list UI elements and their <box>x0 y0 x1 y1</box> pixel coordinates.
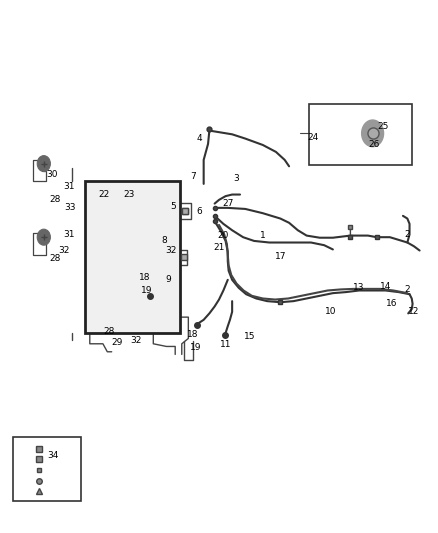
Text: 28: 28 <box>49 196 60 204</box>
Text: 10: 10 <box>325 308 336 316</box>
Text: 28: 28 <box>104 327 115 336</box>
Text: 19: 19 <box>190 343 201 352</box>
Text: 11: 11 <box>220 341 231 349</box>
Text: 9: 9 <box>166 276 172 284</box>
Text: 27: 27 <box>222 199 233 208</box>
Text: 2: 2 <box>405 286 410 294</box>
Text: 25: 25 <box>378 123 389 131</box>
Text: 32: 32 <box>130 336 141 344</box>
Text: 3: 3 <box>233 174 240 183</box>
Text: 15: 15 <box>244 333 255 341</box>
Text: 18: 18 <box>187 330 198 338</box>
Text: 16: 16 <box>386 300 398 308</box>
Text: 22: 22 <box>98 190 110 199</box>
Text: 1: 1 <box>260 231 266 240</box>
Text: 7: 7 <box>190 173 196 181</box>
Text: 23: 23 <box>124 190 135 199</box>
Bar <box>13 437 81 501</box>
Text: 20: 20 <box>218 231 229 240</box>
Text: 29: 29 <box>112 338 123 346</box>
Circle shape <box>362 120 384 147</box>
Text: 26: 26 <box>369 141 380 149</box>
Text: 18: 18 <box>139 273 150 281</box>
Text: 5: 5 <box>170 202 176 211</box>
Text: 2: 2 <box>405 230 410 239</box>
Text: 8: 8 <box>161 237 167 245</box>
Text: 24: 24 <box>307 133 319 142</box>
Text: 12: 12 <box>408 308 420 316</box>
Text: 33: 33 <box>64 204 76 212</box>
Text: 31: 31 <box>64 230 75 239</box>
Text: 21: 21 <box>213 244 225 252</box>
Text: 19: 19 <box>141 286 152 295</box>
Text: 31: 31 <box>64 182 75 191</box>
Text: 28: 28 <box>49 254 60 263</box>
Text: 32: 32 <box>58 246 69 255</box>
Circle shape <box>37 229 50 245</box>
Text: 30: 30 <box>46 171 57 179</box>
Text: 6: 6 <box>196 207 202 216</box>
Text: 4: 4 <box>197 134 202 143</box>
Bar <box>85 181 180 333</box>
Bar <box>309 104 412 165</box>
Circle shape <box>37 156 50 172</box>
Text: 32: 32 <box>165 246 177 255</box>
Text: 17: 17 <box>275 253 286 261</box>
Text: 34: 34 <box>48 451 59 460</box>
Text: 14: 14 <box>380 282 391 290</box>
Text: 13: 13 <box>353 284 365 292</box>
